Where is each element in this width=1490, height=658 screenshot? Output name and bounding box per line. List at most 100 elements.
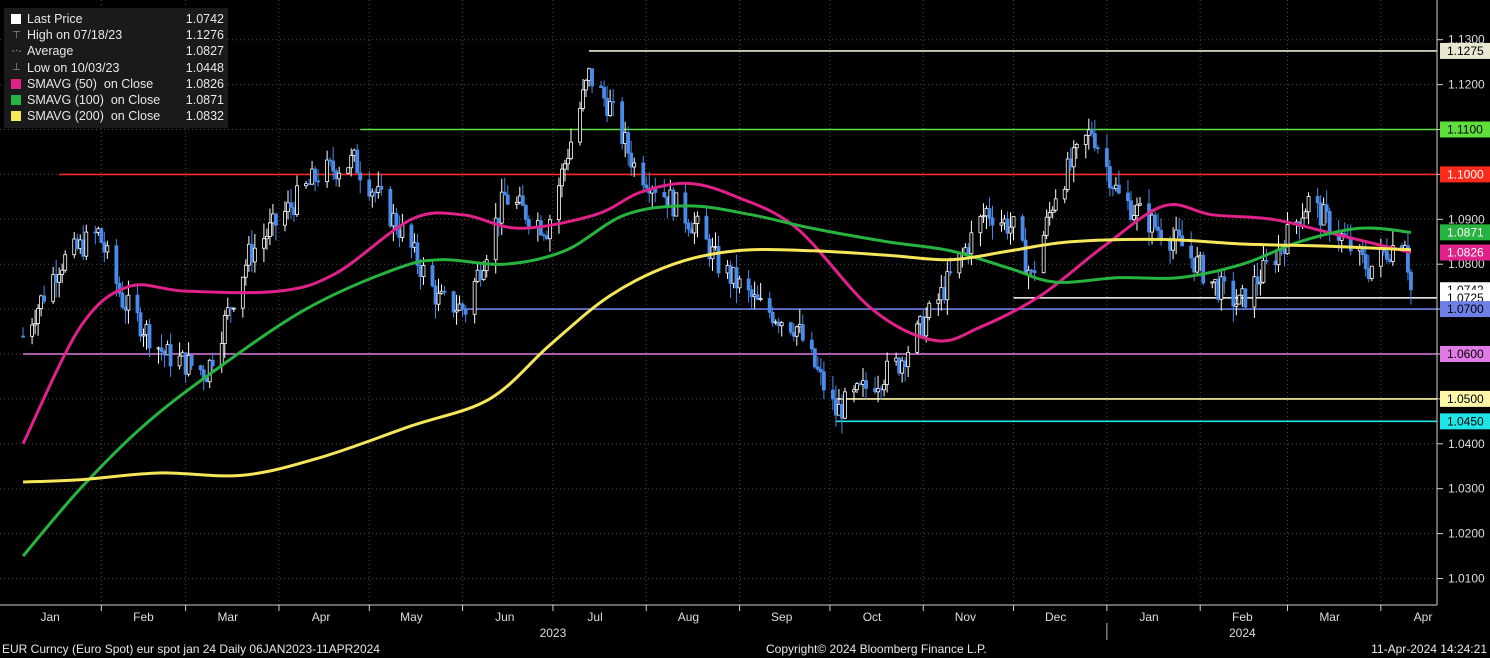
level-tag-1.0500-bg [1440,390,1490,407]
candle-body [818,368,823,373]
candle-body [379,186,384,190]
price-candles [21,67,1413,434]
candle-body [225,307,230,316]
candle-body [791,331,796,337]
candle-body [797,324,802,328]
candle-body [1089,129,1094,134]
candle-body [307,183,311,186]
candle-body [355,149,360,174]
candle-body [1147,203,1151,233]
candle-body [1129,200,1133,220]
y-tick-label: 1.0900 [1448,212,1485,226]
level-tag-1.0600-bg [1440,346,1490,362]
candle-body [1363,254,1368,270]
legend-value: 1.0871 [185,93,224,108]
candle-body [243,264,248,278]
candle-body [457,303,462,311]
candle-body [1195,256,1200,273]
candle-body [391,212,396,227]
candle-body [752,294,757,298]
candle-body [879,388,883,391]
candle-body [1201,254,1206,284]
candle-body [222,315,227,344]
candle-body [262,238,266,249]
candle-body [834,398,838,416]
candle-body [1047,212,1052,218]
candle-body [1044,216,1049,236]
candle-body [840,403,844,419]
candle-body [1240,288,1245,296]
candle-body [1216,278,1221,300]
candle-body [1409,271,1413,291]
x-month-label: Feb [133,610,154,624]
candle-body [945,271,950,301]
candle-body [1156,226,1160,231]
candle-body [481,270,486,280]
candle-body [346,167,351,174]
candle-body [894,357,899,362]
candle-body [671,189,676,217]
candle-body [852,389,856,393]
price-tag-1.0871-bg [1440,224,1490,241]
candle-body [72,238,77,256]
candle-body [114,245,119,284]
candle-body [286,202,290,212]
candle-body [831,389,835,400]
candle-body [779,322,784,327]
candle-body [472,280,477,315]
price-tag-1.0826: 1.0826 [1447,246,1484,260]
candle-body [388,188,393,227]
candle-body [1234,303,1239,307]
candle-body [608,101,613,116]
candle-body [773,321,778,324]
candle-body [289,202,293,208]
candle-body [794,326,799,337]
legend-value: 1.0826 [185,76,224,91]
candle-body [349,155,354,169]
candle-body [1008,226,1013,234]
candle-body [987,208,992,219]
candle-body [451,291,456,313]
candle-body [30,324,34,337]
candle-body [454,309,459,313]
candle-body [611,101,616,104]
candle-body [120,292,125,308]
level-tag-1.0700: 1.0700 [1447,302,1484,316]
candle-body [1219,276,1224,300]
candle-body [746,278,751,291]
candle-body [274,213,278,226]
candle-body [138,312,143,337]
candle-body [653,188,658,193]
candle-body [36,308,41,324]
candle-body [569,141,573,159]
candle-body [499,191,504,224]
candle-body [1282,248,1287,255]
candle-body [159,347,164,352]
candle-body [1258,281,1263,285]
candle-body [183,352,188,375]
candle-body [548,219,552,240]
x-month-label: Jul [587,610,602,624]
candle-body [924,316,929,337]
legend-value: 1.1276 [185,28,224,43]
legend: Last Price 1.0742 ⊤ High on 07/18/23 1.1… [4,8,228,129]
candle-body [1005,218,1010,234]
candle-body [1406,245,1410,273]
candle-body [1273,260,1278,266]
candle-body [767,298,772,313]
low-marker-icon: ⊥ [12,62,21,74]
candle-body [478,269,483,280]
candle-body [1177,229,1182,237]
y-tick-label: 1.0800 [1448,257,1485,271]
candle-body [1243,288,1248,308]
candle-body [1189,245,1194,259]
footer-copyright: Copyright© 2024 Bloomberg Finance L.P. [766,642,987,656]
candle-body [770,311,775,324]
candle-body [1387,258,1392,262]
level-tag-1.0600: 1.0600 [1447,347,1484,361]
legend-label: SMAVG (100) on Close [27,93,161,108]
level-tag-1.0700-bg [1440,301,1490,318]
candle-body [626,132,631,154]
candle-body [39,295,44,309]
